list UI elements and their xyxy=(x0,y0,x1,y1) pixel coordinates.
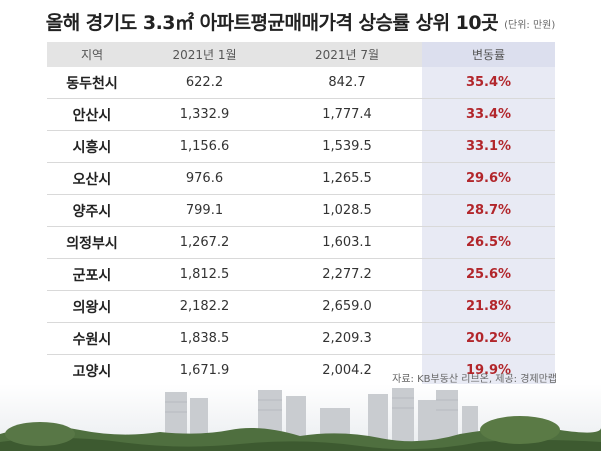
ranking-table: 지역 2021년 1월 2021년 7월 변동률 동두천시 622.2 842.7 3… xyxy=(47,42,555,387)
table-row: 양주시 799.1 1,028.5 28.7% xyxy=(47,194,555,227)
change-rate-cell: 33.1% xyxy=(422,130,555,163)
column-header-rate: 변동률 xyxy=(422,42,555,67)
table-body: 동두천시 622.2 842.7 35.4% 안산시 1,332.9 1,777.4 33.4… xyxy=(47,67,555,387)
table-row: 수원시 1,838.5 2,209.3 20.2% xyxy=(47,322,555,355)
chart-title: 올해 경기도 3.3㎡ 아파트평균매매가격 상승률 상위 10곳 xyxy=(45,11,499,34)
change-rate-cell: 21.8% xyxy=(422,290,555,323)
column-header-jul: 2021년 7월 xyxy=(272,42,422,67)
region-cell: 안산시 xyxy=(47,98,137,131)
forest-trees xyxy=(0,416,601,451)
jul-price-cell: 1,265.5 xyxy=(272,162,422,195)
jul-price-cell: 2,277.2 xyxy=(272,258,422,291)
jul-price-cell: 1,539.5 xyxy=(272,130,422,163)
change-rate-cell: 26.5% xyxy=(422,226,555,259)
change-rate-cell: 28.7% xyxy=(422,194,555,227)
unit-note: (단위: 만원) xyxy=(504,19,556,31)
change-rate-cell: 35.4% xyxy=(422,67,555,99)
jul-price-cell: 2,659.0 xyxy=(272,290,422,323)
table-row: 동두천시 622.2 842.7 35.4% xyxy=(47,67,555,99)
region-cell: 수원시 xyxy=(47,322,137,355)
region-cell: 오산시 xyxy=(47,162,137,195)
table-row: 시흥시 1,156.6 1,539.5 33.1% xyxy=(47,130,555,163)
table-row: 안산시 1,332.9 1,777.4 33.4% xyxy=(47,98,555,131)
jul-price-cell: 1,603.1 xyxy=(272,226,422,259)
region-cell: 고양시 xyxy=(47,354,137,387)
region-cell: 의정부시 xyxy=(47,226,137,259)
jul-price-cell: 1,777.4 xyxy=(272,98,422,131)
source-note: 자료: KB부동산 리브온, 제공: 경제만랩 xyxy=(392,374,557,385)
change-rate-cell: 29.6% xyxy=(422,162,555,195)
jan-price-cell: 2,182.2 xyxy=(137,290,272,323)
title-row: 올해 경기도 3.3㎡ 아파트평균매매가격 상승률 상위 10곳 (단위: 만원… xyxy=(0,0,601,42)
region-cell: 동두천시 xyxy=(47,67,137,99)
table-header-row: 지역 2021년 1월 2021년 7월 변동률 xyxy=(47,42,555,67)
table-row: 오산시 976.6 1,265.5 29.6% xyxy=(47,162,555,195)
apartment-skyline-photo xyxy=(0,384,601,451)
column-header-jan: 2021년 1월 xyxy=(137,42,272,67)
jan-price-cell: 1,332.9 xyxy=(137,98,272,131)
change-rate-cell: 33.4% xyxy=(422,98,555,131)
jul-price-cell: 2,209.3 xyxy=(272,322,422,355)
jul-price-cell: 842.7 xyxy=(272,67,422,99)
jan-price-cell: 1,267.2 xyxy=(137,226,272,259)
region-cell: 양주시 xyxy=(47,194,137,227)
change-rate-cell: 25.6% xyxy=(422,258,555,291)
table-row: 의정부시 1,267.2 1,603.1 26.5% xyxy=(47,226,555,259)
region-cell: 의왕시 xyxy=(47,290,137,323)
jan-price-cell: 976.6 xyxy=(137,162,272,195)
jan-price-cell: 622.2 xyxy=(137,67,272,99)
jan-price-cell: 1,838.5 xyxy=(137,322,272,355)
region-cell: 군포시 xyxy=(47,258,137,291)
jan-price-cell: 1,156.6 xyxy=(137,130,272,163)
jan-price-cell: 1,812.5 xyxy=(137,258,272,291)
table-row: 군포시 1,812.5 2,277.2 25.6% xyxy=(47,258,555,291)
table-row: 의왕시 2,182.2 2,659.0 21.8% xyxy=(47,290,555,323)
change-rate-cell: 20.2% xyxy=(422,322,555,355)
column-header-region: 지역 xyxy=(47,42,137,67)
region-cell: 시흥시 xyxy=(47,130,137,163)
jan-price-cell: 799.1 xyxy=(137,194,272,227)
jul-price-cell: 1,028.5 xyxy=(272,194,422,227)
jan-price-cell: 1,671.9 xyxy=(137,354,272,387)
